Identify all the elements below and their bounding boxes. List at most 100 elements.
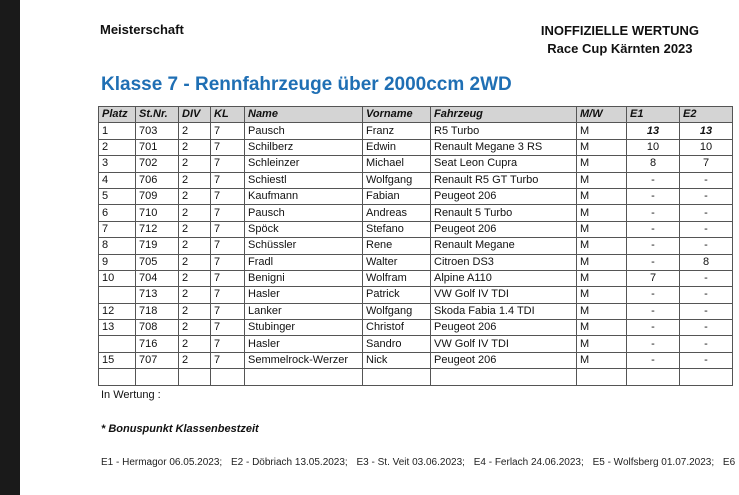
table-row: 6 710 2 7 Pausch Andreas Renault 5 Turbo M - -	[98, 204, 733, 222]
cell-name: Pausch	[244, 122, 363, 140]
cell-vorname: Patrick	[362, 286, 431, 304]
cell-e2: -	[679, 302, 733, 321]
cell-platz: 6	[98, 204, 136, 222]
cell-name: Fradl	[244, 253, 363, 271]
column-header: E1	[626, 105, 680, 124]
cell-platz: 12	[98, 302, 136, 321]
cell-e1: -	[626, 187, 680, 206]
event-separator	[348, 457, 357, 468]
cell-kl: 7	[210, 286, 245, 304]
cell-e1: -	[626, 204, 680, 222]
cell-platz	[98, 368, 136, 386]
cell-kl: 7	[210, 351, 245, 370]
cell-mw: M	[576, 319, 627, 337]
table-row: 1 703 2 7 Pausch Franz R5 Turbo M 13 13	[98, 122, 733, 140]
cell-div: 2	[178, 171, 211, 189]
cell-vorname: Franz	[362, 122, 431, 140]
cell-fahrzeug: Renault Megane	[430, 237, 577, 255]
cell-stnr: 701	[135, 138, 179, 157]
cell-vorname: Wolfgang	[362, 171, 431, 189]
event-separator	[584, 457, 593, 468]
cell-div: 2	[178, 155, 211, 173]
cell-e1: -	[626, 351, 680, 370]
cell-vorname: Fabian	[362, 187, 431, 206]
cell-platz: 1	[98, 122, 136, 140]
cell-fahrzeug: Alpine A110	[430, 269, 577, 288]
cell-e2: -	[679, 351, 733, 370]
cell-e2: -	[679, 237, 733, 255]
event-separator	[714, 457, 723, 468]
cell-e2: -	[679, 286, 733, 304]
unofficial-ranking-header: INOFFIZIELLE WERTUNG Race Cup Kärnten 20…	[541, 22, 699, 58]
page-title: Klasse 7 - Rennfahrzeuge über 2000ccm 2W…	[101, 74, 512, 95]
cell-platz: 13	[98, 319, 136, 337]
cell-fahrzeug: Renault Megane 3 RS	[430, 138, 577, 157]
cell-div: 2	[178, 253, 211, 271]
table-row: 9 705 2 7 Fradl Walter Citroen DS3 M -8	[98, 253, 733, 271]
cell-kl: 7	[210, 237, 245, 255]
cell-div	[178, 368, 211, 386]
cell-stnr: 705	[135, 253, 179, 271]
cell-vorname	[362, 368, 431, 386]
cell-platz: 15	[98, 351, 136, 370]
cell-fahrzeug: Citroen DS3	[430, 253, 577, 271]
document-page: Meisterschaft INOFFIZIELLE WERTUNG Race …	[20, 0, 739, 495]
cell-stnr: 710	[135, 204, 179, 222]
cell-vorname: Rene	[362, 237, 431, 255]
cell-e1: 7	[626, 269, 680, 288]
cell-mw: M	[576, 269, 627, 288]
column-header: KL	[210, 105, 245, 124]
cell-name: Hasler	[244, 335, 363, 353]
event-item: E3 - St. Veit 03.06.2023;	[356, 457, 465, 468]
cell-platz: 10	[98, 269, 136, 288]
event-item: E5 - Wolfsberg 01.07.2023;	[592, 457, 715, 468]
cell-kl: 7	[210, 204, 245, 222]
cell-name: Hasler	[244, 286, 363, 304]
cell-fahrzeug	[430, 368, 577, 386]
cell-fahrzeug: VW Golf IV TDI	[430, 286, 577, 304]
table-row: 12 718 2 7 Lanker Wolfgang Skoda Fabia 1.4 TDI…	[98, 302, 733, 321]
table-row: 5 709 2 7 Kaufmann Fabian Peugeot 206 M - -	[98, 187, 733, 206]
cell-div: 2	[178, 237, 211, 255]
cell-kl: 7	[210, 155, 245, 173]
cell-div: 2	[178, 269, 211, 288]
cell-e2: -	[679, 319, 733, 337]
column-header: Name	[244, 105, 363, 124]
cell-e2: -	[679, 171, 733, 189]
event-separator	[222, 457, 231, 468]
table-row: 13 708 2 7 Stubinger Christof Peugeot 206 M - -	[98, 319, 733, 337]
cell-fahrzeug: Peugeot 206	[430, 187, 577, 206]
cell-kl: 7	[210, 253, 245, 271]
cell-platz: 8	[98, 237, 136, 255]
cell-vorname: Edwin	[362, 138, 431, 157]
cell-div: 2	[178, 204, 211, 222]
cell-stnr: 707	[135, 351, 179, 370]
cell-vorname: Wolfram	[362, 269, 431, 288]
cell-div: 2	[178, 286, 211, 304]
cell-name: Benigni	[244, 269, 363, 288]
event-list-footer: E1 - Hermagor 06.05.2023; E2 - Döbriach …	[101, 457, 735, 468]
cell-e1: -	[626, 220, 680, 239]
cell-vorname: Walter	[362, 253, 431, 271]
cell-name: Schilberz	[244, 138, 363, 157]
cell-stnr: 718	[135, 302, 179, 321]
table-row	[98, 368, 733, 386]
cell-platz: 5	[98, 187, 136, 206]
cell-e1: -	[626, 237, 680, 255]
cell-mw: M	[576, 171, 627, 189]
cell-mw: M	[576, 220, 627, 239]
cell-kl: 7	[210, 269, 245, 288]
cell-platz: 9	[98, 253, 136, 271]
cell-fahrzeug: R5 Turbo	[430, 122, 577, 140]
table-row: 2 701 2 7 Schilberz Edwin Renault Megane 3 RS M…	[98, 138, 733, 157]
cell-mw: M	[576, 138, 627, 157]
cell-e2: 13	[679, 122, 733, 140]
table-body: 1 703 2 7 Pausch Franz R5 Turbo M 13 13 2 701 2 7 Schi…	[98, 122, 733, 386]
race-cup-label: Race Cup Kärnten 2023	[547, 41, 693, 56]
column-header: Fahrzeug	[430, 105, 577, 124]
cell-e2: -	[679, 187, 733, 206]
cell-e1: 10	[626, 138, 680, 157]
cell-kl	[210, 368, 245, 386]
cell-kl: 7	[210, 122, 245, 140]
table-row: 15 707 2 7 Semmelrock-Werzer Nick Peugeot 206 M…	[98, 351, 733, 370]
